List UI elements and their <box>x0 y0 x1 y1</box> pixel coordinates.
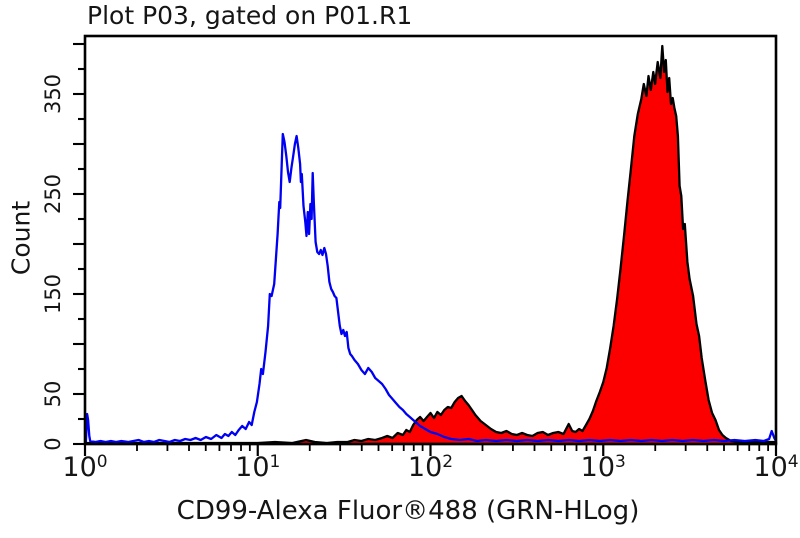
x-tick-label: 103 <box>580 452 626 483</box>
y-tick-label: 50 <box>41 380 65 408</box>
x-axis-label: CD99-Alexa Fluor®488 (GRN-HLog) <box>176 496 640 526</box>
x-tick-label: 100 <box>62 452 108 483</box>
x-tick-label: 104 <box>753 452 799 483</box>
x-tick-label: 101 <box>235 452 281 483</box>
x-tick-label: 102 <box>407 452 454 483</box>
y-tick-label: 350 <box>41 73 65 115</box>
plot-title: Plot P03, gated on P01.R1 <box>87 1 413 30</box>
cd99-stained-filled-histogram-path <box>83 44 778 446</box>
y-tick-label: 150 <box>41 273 65 315</box>
plot-frame <box>83 34 778 446</box>
y-tick-label: 250 <box>41 173 65 215</box>
control-open-histogram-path <box>84 132 778 444</box>
y-tick-label: 0 <box>41 437 65 451</box>
